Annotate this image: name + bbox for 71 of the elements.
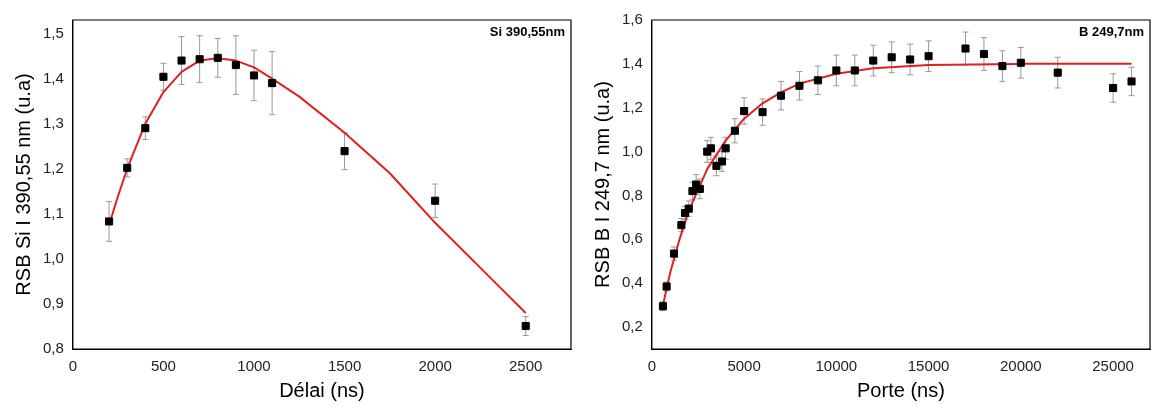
x-tick-label: 5000	[727, 357, 761, 375]
point	[340, 147, 349, 156]
point	[924, 52, 933, 61]
point	[249, 71, 259, 80]
point	[740, 106, 749, 116]
y-tick-label: 1,3	[42, 113, 64, 131]
annotation: Si 390,55nm	[489, 24, 565, 40]
y-tick-label: 1,6	[621, 10, 643, 28]
point	[1016, 58, 1025, 67]
point	[695, 184, 704, 193]
point	[105, 217, 114, 226]
y-tick-label: 0,9	[42, 294, 64, 312]
point	[177, 56, 186, 65]
point	[906, 55, 915, 64]
y-tick-label: 1,4	[621, 54, 643, 72]
x-axis-title: Porte (ns)	[857, 378, 945, 401]
point	[758, 108, 767, 117]
x-tick-label: 25000	[1092, 357, 1134, 375]
point	[123, 163, 132, 172]
point	[688, 187, 697, 196]
x-tick-label: 500	[150, 357, 176, 375]
annotation: B 249,7nm	[1078, 24, 1144, 40]
x-tick-label: 1500	[327, 357, 362, 375]
y-tick-label: 1,2	[42, 158, 64, 176]
y-tick-label: 1,5	[42, 23, 64, 41]
y-tick-label: 0,8	[621, 185, 643, 203]
y-tick-label: 1,4	[42, 68, 64, 86]
point	[1127, 77, 1136, 86]
x-axis-title: Délai (ns)	[279, 378, 365, 401]
point	[961, 44, 970, 53]
point	[1109, 83, 1118, 93]
y-tick-label: 0,2	[621, 317, 643, 335]
x-tick-label: 0	[68, 357, 78, 375]
point	[979, 49, 988, 59]
y-tick-label: 0,8	[42, 339, 64, 357]
point	[521, 321, 530, 331]
point	[141, 124, 150, 133]
x-tick-label: 2500	[509, 357, 543, 375]
point	[213, 53, 222, 62]
y-axis-title: RSB Si I 390,55 nm (u.a)	[11, 73, 34, 296]
x-tick-label: 15000	[907, 357, 950, 375]
x-tick-label: 2000	[418, 357, 452, 375]
point	[869, 56, 878, 65]
point	[850, 66, 859, 75]
point	[1053, 68, 1062, 77]
x-tick-label: 10000	[815, 357, 858, 375]
point	[231, 61, 240, 70]
point	[730, 126, 739, 135]
point	[195, 55, 204, 64]
point	[813, 76, 822, 85]
point	[717, 157, 726, 166]
y-axis-title: RSB B I 249,7 nm (u.a)	[590, 81, 613, 288]
x-tick-label: 1000	[237, 357, 271, 375]
point	[268, 79, 277, 88]
y-tick-label: 1,0	[621, 141, 643, 159]
point	[431, 196, 440, 205]
y-tick-label: 1,1	[42, 203, 64, 221]
point	[776, 91, 786, 100]
x-tick-label: 20000	[999, 357, 1042, 375]
point	[887, 53, 896, 62]
y-tick-label: 0,6	[621, 229, 643, 247]
point	[721, 144, 730, 153]
x-tick-label: 0	[647, 357, 657, 375]
y-tick-label: 0,4	[621, 273, 643, 291]
y-tick-label: 1,2	[621, 97, 643, 115]
point	[684, 204, 693, 213]
y-tick-label: 1,0	[42, 249, 64, 266]
point	[159, 72, 168, 81]
point	[795, 81, 804, 90]
point	[832, 66, 841, 75]
point	[998, 62, 1007, 71]
